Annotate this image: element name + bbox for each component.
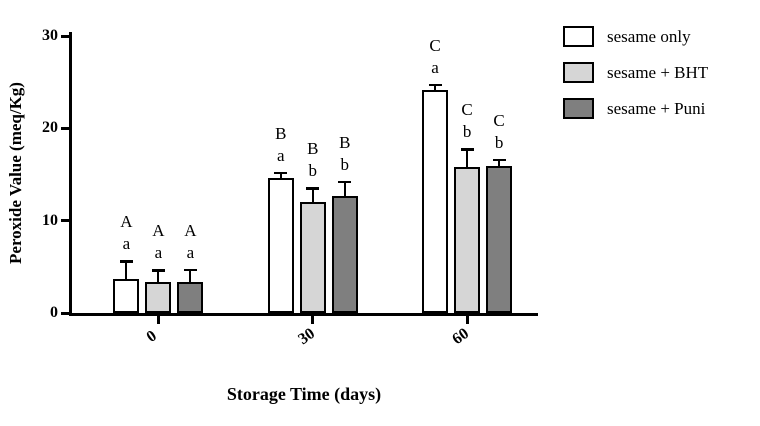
bar <box>145 281 172 313</box>
y-tick <box>61 311 69 315</box>
legend-swatch <box>563 26 594 47</box>
error-bar-line <box>343 182 346 198</box>
bar-letter-lower: a <box>154 243 163 263</box>
y-tick <box>61 34 69 38</box>
bar-letter-lower: a <box>186 242 195 262</box>
error-bar-cap <box>151 269 165 272</box>
bar-letter-lower: a <box>276 145 285 165</box>
legend-item: sesame + Puni <box>563 98 708 119</box>
bar-letter-upper: C <box>429 35 441 55</box>
error-bar-line <box>434 85 437 92</box>
bar <box>331 195 358 313</box>
legend-label: sesame + Puni <box>607 98 706 118</box>
x-tick-label: 60 <box>449 325 473 349</box>
error-bar-cap <box>274 171 288 175</box>
bar-letter-upper: B <box>307 139 319 159</box>
error-bar-line <box>157 271 160 284</box>
bar-letter-lower: a <box>122 234 131 254</box>
bar <box>454 167 481 313</box>
legend-item: sesame only <box>563 26 708 47</box>
error-bar-line <box>466 150 469 170</box>
x-tick <box>465 316 469 324</box>
error-bar-cap <box>428 83 442 87</box>
error-bar-line <box>498 160 501 169</box>
bar-letter-upper: A <box>152 221 165 241</box>
bar-letter-upper: C <box>461 100 473 120</box>
error-bar-cap <box>338 180 352 184</box>
x-tick <box>311 316 315 324</box>
error-bar-line <box>125 262 128 281</box>
bar <box>113 278 140 313</box>
bar-letter-upper: B <box>275 123 287 143</box>
legend-swatch <box>563 62 594 83</box>
x-axis <box>69 313 538 316</box>
legend: sesame only sesame + BHT sesame + Puni <box>563 26 708 134</box>
error-bar-cap <box>492 158 506 162</box>
bar-letter-upper: C <box>493 110 505 130</box>
y-tick-label: 20 <box>42 119 58 137</box>
bar <box>299 202 326 313</box>
bar-letter-lower: b <box>308 161 318 181</box>
bar <box>177 281 204 313</box>
bar-letter-upper: B <box>339 132 351 152</box>
x-axis-title: Storage Time (days) <box>226 384 382 404</box>
y-tick <box>61 219 69 223</box>
x-tick-label: 30 <box>295 325 318 349</box>
legend-item: sesame + BHT <box>563 62 708 83</box>
bar-letter-lower: b <box>462 122 472 142</box>
bar <box>267 178 294 313</box>
error-bar-cap <box>183 268 197 272</box>
bar-letter-upper: A <box>184 220 197 240</box>
error-bar-cap <box>119 260 133 263</box>
y-tick-label: 30 <box>42 27 58 44</box>
y-tick <box>61 126 69 130</box>
bar <box>486 166 513 313</box>
bar-letter-lower: b <box>494 132 504 152</box>
x-tick-label: 0 <box>143 327 161 346</box>
y-tick-label: 10 <box>42 211 58 229</box>
legend-label: sesame + BHT <box>607 62 709 82</box>
error-bar-cap <box>460 148 474 151</box>
y-axis <box>69 32 72 316</box>
bar <box>422 89 449 313</box>
y-tick-label: 0 <box>50 304 58 321</box>
error-bar-cap <box>306 187 320 190</box>
error-bar-line <box>311 189 314 205</box>
legend-swatch <box>563 98 594 119</box>
bar-letter-lower: a <box>431 57 439 77</box>
error-bar-line <box>279 173 282 181</box>
x-tick <box>156 316 160 324</box>
bar-letter-upper: A <box>120 212 133 232</box>
legend-label: sesame only <box>607 26 691 46</box>
error-bar-line <box>189 270 192 284</box>
bar-letter-lower: b <box>340 154 350 174</box>
